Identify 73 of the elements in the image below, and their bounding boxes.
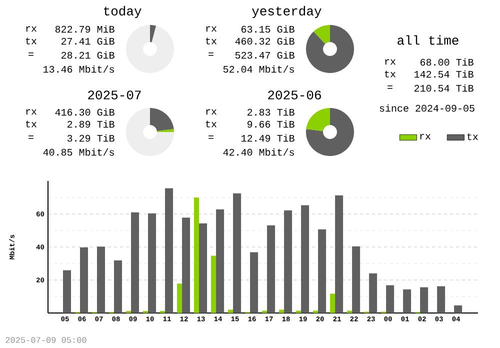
- text: since 2024-09-05: [380, 104, 474, 112]
- text: tx: [206, 120, 217, 128]
- bar: [420, 287, 428, 313]
- text: tx: [26, 120, 37, 128]
- text: 12.49 TiB: [242, 134, 294, 142]
- bar: [369, 273, 378, 313]
- text: 27.41 GiB: [62, 37, 114, 45]
- text: =: [388, 86, 392, 89]
- text: 63.15 GiB: [242, 25, 294, 33]
- bar: [233, 193, 242, 313]
- text: 52.04 Mbit/s: [223, 65, 294, 73]
- bar: [352, 246, 360, 313]
- bar: [216, 209, 224, 313]
- bar: [279, 310, 284, 313]
- text: 9.66 TiB: [247, 120, 294, 128]
- text: 822.79 MiB: [55, 25, 114, 33]
- chart-title: yesterday: [252, 6, 322, 18]
- text: 460.32 GiB: [235, 37, 294, 45]
- bar: [131, 212, 140, 313]
- text: tx: [206, 38, 217, 44]
- text: 2025-07-09 05:00: [6, 337, 86, 343]
- bar: [330, 294, 336, 313]
- text: all time: [398, 35, 458, 45]
- bar: [454, 305, 462, 313]
- bar: [194, 198, 200, 313]
- bar: [177, 284, 182, 313]
- bar: [403, 289, 412, 313]
- text: 68.00 TiB: [420, 58, 474, 66]
- bar: [301, 205, 310, 313]
- text: rx: [385, 59, 396, 65]
- text: =: [208, 52, 214, 56]
- bar: [80, 247, 88, 313]
- text: 210.54 TiB: [414, 84, 474, 92]
- text: 40.85 Mbit/s: [43, 148, 114, 156]
- text: 42.40 Mbit/s: [223, 148, 294, 156]
- text: rx: [26, 109, 37, 115]
- text: 523.47 GiB: [235, 51, 294, 59]
- bar: [97, 246, 106, 313]
- text: 28.21 GiB: [62, 51, 114, 59]
- text: 2.83 TiB: [248, 108, 294, 116]
- bar: [284, 210, 292, 313]
- bar: [437, 286, 446, 313]
- text: =: [28, 136, 34, 139]
- bar: [182, 218, 190, 313]
- text: rx: [206, 26, 217, 32]
- text: =: [28, 52, 34, 56]
- text: 3.29 TiB: [67, 134, 114, 142]
- text: rx: [206, 109, 217, 115]
- bar: [114, 260, 122, 313]
- bar: [228, 310, 234, 313]
- bar: [386, 285, 394, 313]
- bar: [250, 252, 258, 313]
- text: 416.30 GiB: [55, 108, 114, 116]
- text: tx: [26, 38, 37, 44]
- text: =: [208, 136, 214, 139]
- text: tx: [384, 70, 396, 78]
- bar: [335, 195, 344, 313]
- bar: [63, 270, 72, 313]
- chart-title: today: [104, 6, 142, 18]
- text: 142.54 TiB: [414, 70, 474, 78]
- bar: [165, 188, 174, 313]
- text: rx: [26, 26, 37, 32]
- bar: [318, 229, 326, 313]
- text: 13.46 Mbit/s: [44, 65, 114, 73]
- bar: [199, 223, 208, 313]
- text: 2.89 TiB: [68, 120, 114, 128]
- chart-title: 2025-07: [88, 90, 141, 100]
- bar: [267, 225, 276, 313]
- bar: [148, 213, 156, 313]
- legend-label: rx: [420, 134, 431, 140]
- bar: [211, 256, 216, 313]
- legend-label: tx: [467, 133, 478, 140]
- chart-title: 2025-06: [268, 90, 321, 100]
